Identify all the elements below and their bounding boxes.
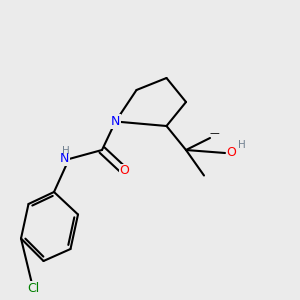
Text: —: — xyxy=(210,128,219,139)
Text: H: H xyxy=(238,140,245,151)
Text: N: N xyxy=(60,152,69,166)
Text: O: O xyxy=(120,164,129,178)
Text: Cl: Cl xyxy=(27,281,39,295)
Text: N: N xyxy=(111,115,120,128)
Text: H: H xyxy=(62,146,70,157)
Text: O: O xyxy=(226,146,236,160)
